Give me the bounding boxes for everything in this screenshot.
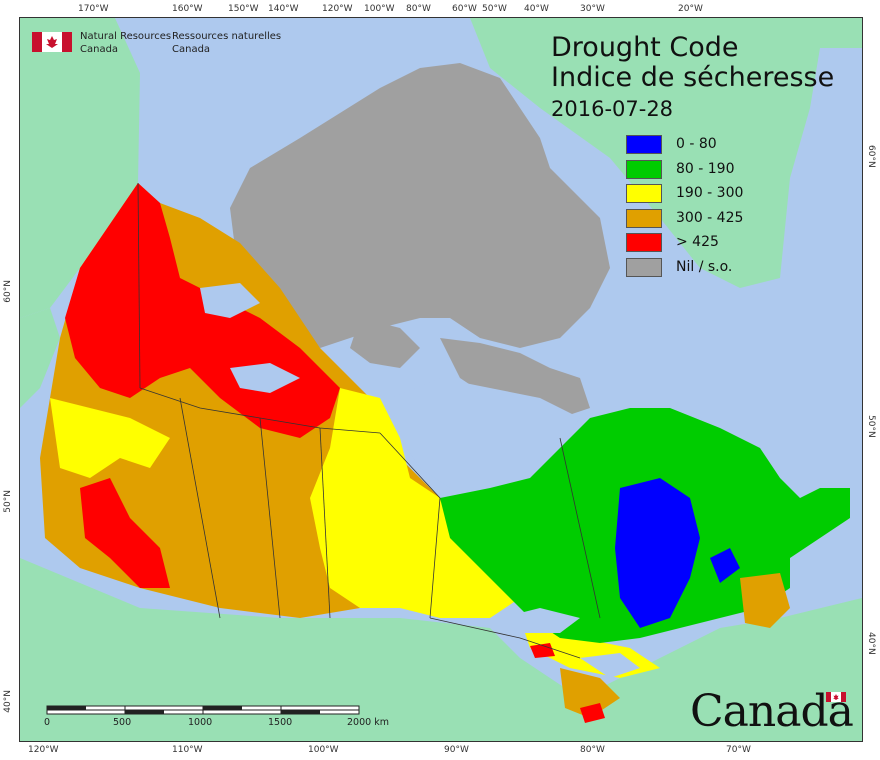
agency-en-line1: Natural Resources <box>80 31 172 42</box>
tick-bottom: 80°W <box>580 745 605 755</box>
agency-en: Natural Resources Canada <box>80 30 171 56</box>
arctic-islands <box>230 63 610 348</box>
tick-top: 40°W <box>524 4 549 14</box>
tick-right: 60°N <box>866 145 876 168</box>
tick-bottom: 100°W <box>308 745 339 755</box>
canada-wordmark: Canada <box>690 686 854 737</box>
scale-label: 2000 km <box>347 717 389 728</box>
tick-top: 160°W <box>172 4 203 14</box>
bc-yellow-zone <box>50 398 170 478</box>
scale-label: 1000 <box>188 717 213 728</box>
baffin-south <box>440 338 590 418</box>
tick-left: 40°N <box>3 690 13 713</box>
tick-bottom: 70°W <box>726 745 751 755</box>
great-bear-lake <box>200 283 260 318</box>
legend-label: 80 - 190 <box>676 160 735 177</box>
alaska-panhandle <box>20 308 60 408</box>
tick-bottom: 90°W <box>444 745 469 755</box>
map-area[interactable] <box>19 17 863 742</box>
legend-swatch <box>626 184 662 203</box>
canada-flag-icon <box>32 32 72 52</box>
scale-bar: 0 500 1000 1500 2000 km <box>40 703 389 728</box>
scale-label: 500 <box>113 717 132 728</box>
tick-top: 60°W <box>452 4 477 14</box>
bc-red-zone <box>80 478 170 588</box>
tick-top: 140°W <box>268 4 299 14</box>
red-spot-ontario <box>530 643 555 658</box>
agency-fr-line2: Canada <box>172 44 211 55</box>
hudson-bay <box>390 378 580 498</box>
tick-right: 50°N <box>866 415 876 438</box>
canada-flag-mini-icon <box>826 692 846 702</box>
prairie-yellow-zone <box>310 388 520 618</box>
legend-label: > 425 <box>676 234 719 250</box>
legend-label: 0 - 80 <box>676 136 717 152</box>
scale-bar-graphic <box>46 705 360 715</box>
legend-label: 190 - 300 <box>676 185 744 201</box>
tick-top: 170°W <box>78 4 109 14</box>
tick-bottom: 120°W <box>28 745 59 755</box>
legend-swatch <box>626 233 662 252</box>
alaska-land <box>20 18 140 318</box>
map-title-en: Drought Code <box>551 32 739 63</box>
tick-left: 60°N <box>3 280 13 303</box>
tick-top: 150°W <box>228 4 259 14</box>
tick-top: 80°W <box>406 4 431 14</box>
lake-superior <box>500 608 580 633</box>
tick-bottom: 110°W <box>172 745 203 755</box>
usa-land <box>20 558 862 741</box>
quebec-blue-zone <box>615 478 700 628</box>
maritimes-orange <box>740 573 790 628</box>
scale-label: 0 <box>44 717 51 728</box>
map-canvas <box>20 18 862 741</box>
tick-top: 100°W <box>364 4 395 14</box>
tick-right: 40°N <box>866 632 876 655</box>
map-title-fr: Indice de sécheresse <box>551 62 835 93</box>
agency-en-line2: Canada <box>80 44 119 55</box>
map-title-block: Drought Code Indice de sécheresse 2016-0… <box>551 33 834 123</box>
legend-swatch <box>626 208 662 228</box>
tick-left: 50°N <box>3 490 13 513</box>
northern-islands <box>350 318 420 368</box>
legend-swatch <box>626 159 662 179</box>
legend-swatch <box>626 257 662 277</box>
map-date: 2016-07-28 <box>551 97 674 121</box>
legend-label: Nil / s.o. <box>676 258 733 275</box>
greenland-land <box>470 18 862 288</box>
tick-top: 120°W <box>322 4 353 14</box>
province-boundaries <box>137 182 601 659</box>
agency-fr: Ressources naturelles Canada <box>172 30 281 56</box>
great-slave-lake <box>230 363 300 393</box>
tick-top: 30°W <box>580 4 605 14</box>
tick-top: 50°W <box>482 4 507 14</box>
agency-fr-line1: Ressources naturelles <box>172 31 282 42</box>
legend-label: 300 - 425 <box>676 209 744 226</box>
lake-erie-ontario <box>580 653 640 678</box>
blue-spot <box>710 548 740 583</box>
scale-label: 1500 <box>268 717 293 728</box>
ontario-peninsula-orange <box>560 668 620 718</box>
tick-top: 20°W <box>678 4 703 14</box>
legend-swatch <box>626 135 662 154</box>
ontario-red-spot <box>580 703 605 723</box>
